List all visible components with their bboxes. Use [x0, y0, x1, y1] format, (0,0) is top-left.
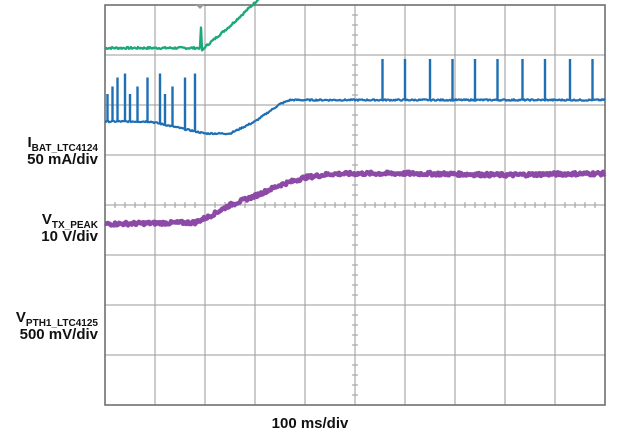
trace-label-vtx: VTX_PEAK 10 V/div: [41, 211, 98, 245]
trace-label-vpth-scale: 500 mV/div: [19, 326, 98, 343]
trace-label-ibat: IBAT_LTC4124 50 mA/div: [27, 134, 98, 168]
trace-label-vpth: VPTH1_LTC4125 500 mV/div: [16, 309, 98, 343]
trace-label-vtx-scale: 10 V/div: [41, 228, 98, 245]
trigger-marker-icon: [195, 4, 205, 9]
x-axis-label: 100 ms/div: [271, 415, 349, 432]
trace-ibat: [104, 0, 260, 52]
plot-border: [104, 4, 606, 406]
trace-label-ibat-name: IBAT_LTC4124: [27, 134, 99, 154]
trace-label-vtx-name: VTX_PEAK: [41, 211, 98, 231]
trace-vpth1: [103, 169, 607, 228]
trace-label-ibat-scale: 50 mA/div: [27, 151, 98, 168]
trace-label-vpth-name: VPTH1_LTC4125: [15, 309, 98, 329]
